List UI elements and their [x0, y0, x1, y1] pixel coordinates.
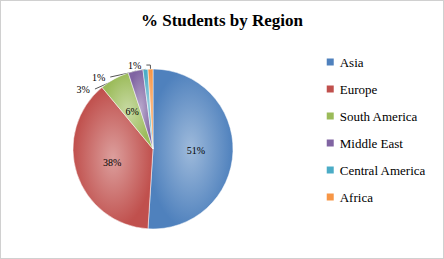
svg-text:1%: 1%: [92, 72, 105, 83]
svg-text:51%: 51%: [187, 145, 205, 156]
svg-text:Asia: Asia: [340, 55, 364, 70]
svg-text:1%: 1%: [128, 60, 141, 71]
svg-text:Africa: Africa: [340, 190, 373, 205]
svg-text:Middle East: Middle East: [340, 136, 404, 151]
svg-text:Europe: Europe: [340, 82, 378, 97]
svg-text:Central America: Central America: [340, 163, 426, 178]
svg-text:3%: 3%: [77, 84, 90, 95]
svg-text:6%: 6%: [126, 106, 139, 117]
svg-text:% Students by Region: % Students by Region: [141, 11, 304, 30]
svg-text:South America: South America: [340, 109, 418, 124]
svg-text:38%: 38%: [103, 157, 121, 168]
